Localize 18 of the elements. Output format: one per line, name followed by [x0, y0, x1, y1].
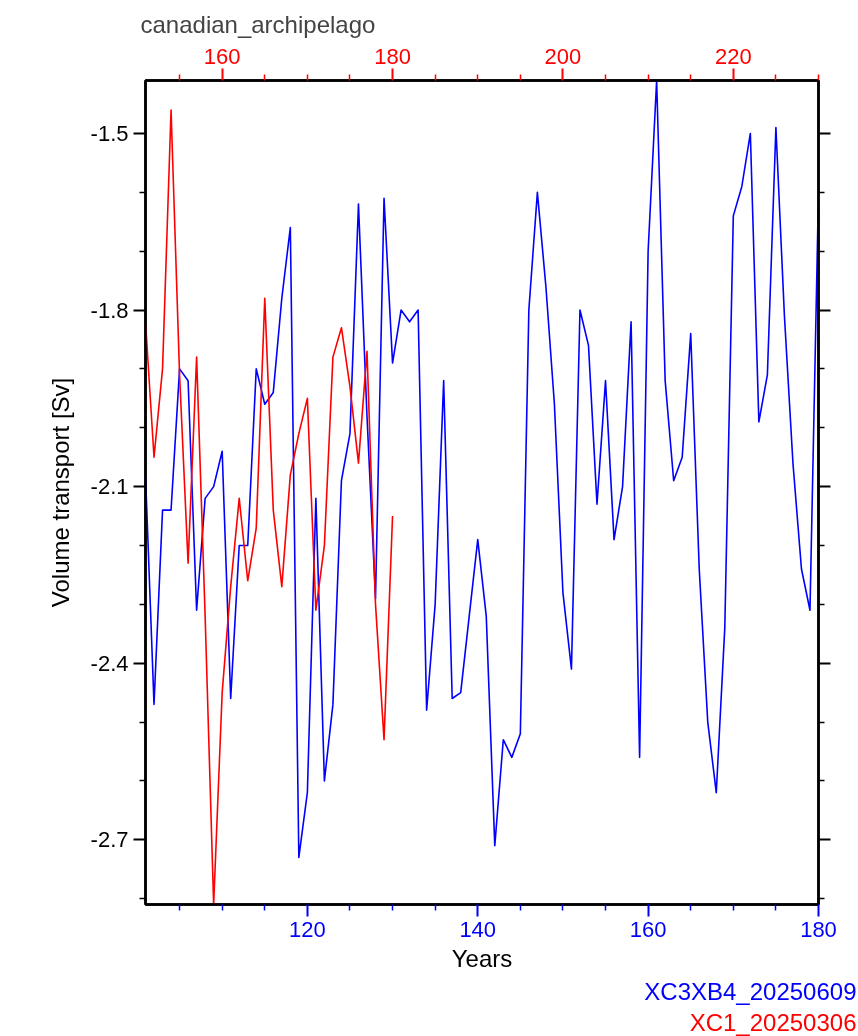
x2-tick-label: 180: [374, 43, 411, 69]
x2-tick-label: 220: [714, 43, 752, 69]
y-tick-label: -2.7: [90, 827, 129, 853]
x-axis-title: Years: [451, 944, 513, 972]
x-tick-label: 120: [289, 916, 326, 942]
y-tick-label: -2.4: [90, 650, 129, 676]
x2-tick-label: 160: [203, 43, 241, 69]
x2-tick-label: 200: [544, 43, 582, 69]
chart-title: canadian_archipelago: [140, 10, 376, 38]
x-tick-label: 160: [629, 916, 667, 942]
y-axis-title: Volume transport [Sv]: [46, 377, 74, 608]
x-tick-label: 140: [459, 916, 497, 942]
text: XC1_20250306: [689, 1008, 857, 1036]
y-tick-label: -2.1: [90, 474, 129, 500]
x-tick-label: 180: [800, 916, 837, 942]
y-tick-label: -1.5: [90, 120, 129, 146]
text: XC3XB4_20250609: [644, 977, 857, 1005]
y-tick-label: -1.8: [90, 297, 129, 323]
